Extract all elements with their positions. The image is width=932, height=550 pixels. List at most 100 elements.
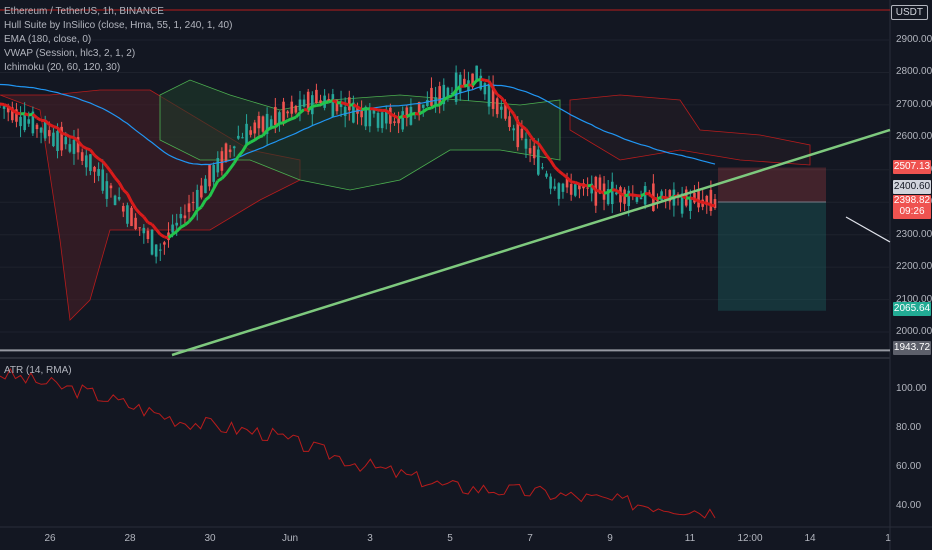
hull-segment bbox=[356, 105, 363, 111]
hull-segment bbox=[393, 114, 400, 120]
candle-body bbox=[130, 207, 133, 227]
candle-body bbox=[269, 119, 273, 128]
candle-body bbox=[19, 116, 22, 127]
hull-segment bbox=[291, 115, 297, 121]
candle-body bbox=[458, 74, 462, 93]
hull-segment bbox=[607, 188, 614, 194]
hull-segment bbox=[570, 180, 576, 184]
hull-segment bbox=[455, 85, 462, 92]
candle-body bbox=[171, 224, 174, 233]
candle-body bbox=[158, 249, 162, 251]
hull-segment bbox=[89, 148, 96, 157]
hull-segment bbox=[16, 111, 21, 116]
candle-body bbox=[393, 121, 396, 123]
hull-segment bbox=[147, 221, 153, 226]
target-price-tag: 2065.64 bbox=[893, 302, 931, 316]
candle-body bbox=[134, 217, 137, 229]
atr-tick-label: 40.00 bbox=[896, 500, 922, 511]
hull-segment bbox=[85, 147, 91, 152]
candle-body bbox=[23, 113, 26, 131]
candle-body bbox=[200, 185, 203, 198]
candle-body bbox=[635, 197, 639, 202]
candle-body bbox=[598, 177, 602, 194]
hull-segment bbox=[138, 212, 145, 219]
hull-segment bbox=[574, 181, 580, 186]
hull-segment bbox=[312, 104, 317, 108]
candle-body bbox=[372, 109, 376, 114]
candle-body bbox=[463, 78, 466, 87]
hull-segment bbox=[476, 77, 482, 82]
hull-segment bbox=[187, 215, 195, 223]
time-tick-label: 26 bbox=[44, 533, 56, 544]
hull-segment bbox=[653, 196, 658, 201]
hull-segment bbox=[385, 109, 392, 116]
candle-body bbox=[578, 184, 581, 190]
candle-body bbox=[191, 201, 195, 203]
candle-body bbox=[84, 155, 88, 168]
hull-segment bbox=[463, 83, 469, 88]
candle-body bbox=[713, 199, 717, 208]
candle-body bbox=[204, 178, 207, 194]
time-tick-label: 28 bbox=[124, 533, 136, 544]
position-stop-zone bbox=[718, 167, 826, 203]
candle-body bbox=[278, 112, 281, 124]
position-target-zone bbox=[718, 202, 826, 311]
candle-body bbox=[549, 176, 552, 189]
candle-body bbox=[380, 112, 384, 129]
candle-body bbox=[113, 195, 117, 206]
atr-tick-label: 100.00 bbox=[896, 383, 927, 394]
candle-body bbox=[331, 94, 335, 118]
hull-segment bbox=[180, 223, 186, 229]
time-tick-label: Jun bbox=[281, 533, 299, 544]
candle-body bbox=[697, 190, 700, 208]
hull-segment bbox=[471, 79, 478, 87]
candle-body bbox=[586, 187, 589, 189]
price-tick-label: 2200.00 bbox=[896, 261, 932, 273]
hull-segment bbox=[274, 122, 281, 129]
candle-body bbox=[298, 99, 302, 111]
hull-segment bbox=[204, 195, 211, 202]
hull-segment bbox=[7, 105, 14, 112]
candle-body bbox=[495, 98, 499, 115]
candle-body bbox=[195, 189, 199, 210]
hull-segment bbox=[167, 233, 174, 239]
candle-body bbox=[2, 106, 6, 109]
candle-body bbox=[56, 131, 59, 152]
candle-body bbox=[261, 116, 265, 132]
hull-segment bbox=[468, 83, 473, 87]
hull-segment bbox=[126, 193, 133, 203]
hull-segment bbox=[134, 207, 141, 215]
candle-body bbox=[709, 189, 713, 211]
currency-selector[interactable]: USDT bbox=[890, 5, 928, 20]
hull-segment bbox=[361, 107, 366, 111]
candle-body bbox=[705, 195, 709, 206]
candle-body bbox=[516, 119, 520, 148]
candle-body bbox=[245, 123, 248, 145]
time-tick-label: 5 bbox=[447, 533, 453, 544]
hull-segment bbox=[105, 165, 113, 173]
hull-segment bbox=[528, 134, 536, 142]
hull-segment bbox=[253, 135, 260, 142]
hull-segment bbox=[447, 94, 453, 99]
hull-segment bbox=[142, 216, 150, 224]
price-tick-label: 2800.00 bbox=[896, 66, 932, 78]
candle-body bbox=[179, 214, 183, 219]
candle-body bbox=[643, 186, 647, 205]
candle-body bbox=[660, 191, 663, 201]
hull-segment bbox=[270, 125, 276, 129]
time-tick-label: 7 bbox=[527, 533, 533, 544]
candle-body bbox=[327, 99, 331, 101]
candle-body bbox=[524, 138, 528, 149]
bar-countdown: 09:26 bbox=[899, 206, 925, 217]
hull-segment bbox=[373, 107, 379, 112]
candle-body bbox=[138, 227, 142, 229]
atr-line bbox=[0, 367, 716, 519]
hull-segment bbox=[258, 134, 264, 139]
last-price-tag: 2398.82 09:26 bbox=[893, 195, 931, 219]
candle-body bbox=[360, 108, 363, 118]
candle-body bbox=[31, 111, 35, 134]
hull-segment bbox=[208, 187, 216, 198]
hull-segment bbox=[261, 129, 269, 137]
candle-body bbox=[573, 184, 577, 196]
